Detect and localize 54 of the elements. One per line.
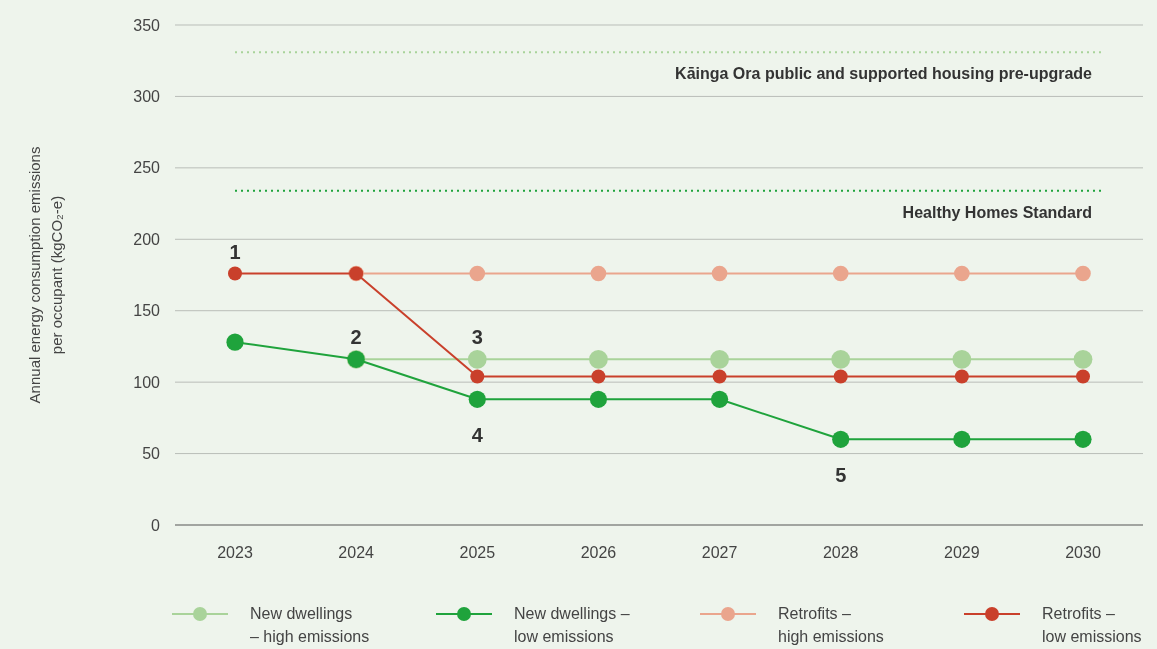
annotation: 2 [350,326,362,349]
ref-line-label: Healthy Homes Standard [902,203,1092,221]
point [712,369,727,384]
legend-label: New dwellings – low emissions [514,605,630,645]
y-axis-title: Annual energy consumption emissions per occupant (kgCO₂-e) [26,146,65,404]
y-tick-label: 350 [133,16,161,34]
x-tick-label: 2029 [944,544,980,561]
point [470,369,485,384]
point [1076,369,1090,384]
legend-label: Retrofits – low emissions [1042,605,1142,645]
point [832,430,850,448]
point [833,369,848,384]
point [467,349,487,369]
x-tick-label: 2027 [701,544,738,561]
point [1073,349,1093,369]
annotation: 3 [471,326,483,349]
legend-label: New dwellings – high emissions [250,605,370,645]
point [1074,430,1092,448]
ref-line-label: Kāinga Ora public and supported housing pre-upgrade [675,65,1093,83]
annotation: 1 [229,240,241,263]
x-tick-label: 2024 [338,544,375,561]
point [954,369,969,384]
point [953,430,971,448]
point [954,265,970,282]
y-tick-label: 200 [133,230,161,248]
x-tick-label: 2025 [459,544,496,561]
y-tick-label: 300 [133,88,161,106]
point [590,265,607,282]
point [1075,265,1091,282]
point [710,349,729,369]
x-tick-label: 2023 [217,544,253,561]
legend-label: Retrofits – high emissions [778,605,884,645]
point [710,390,729,408]
x-tick-label: 2026 [580,544,617,561]
x-tick-label: 2028 [822,544,859,561]
point [468,390,486,408]
point [589,390,608,408]
y-tick-label: 250 [133,159,161,177]
point [831,349,851,369]
y-tick-label: 50 [142,445,161,463]
annotation: 4 [471,424,484,447]
y-tick-label: 150 [133,302,161,320]
x-tick-label: 2030 [1065,544,1101,561]
point [228,266,242,281]
y-tick-label: 100 [133,373,161,391]
annotation: 5 [835,464,847,487]
y-tick-label: 0 [151,516,161,534]
point [226,333,244,351]
point [469,265,486,282]
point [589,349,608,369]
point [832,265,849,282]
point [591,369,606,384]
point [711,265,728,282]
point [952,349,972,369]
